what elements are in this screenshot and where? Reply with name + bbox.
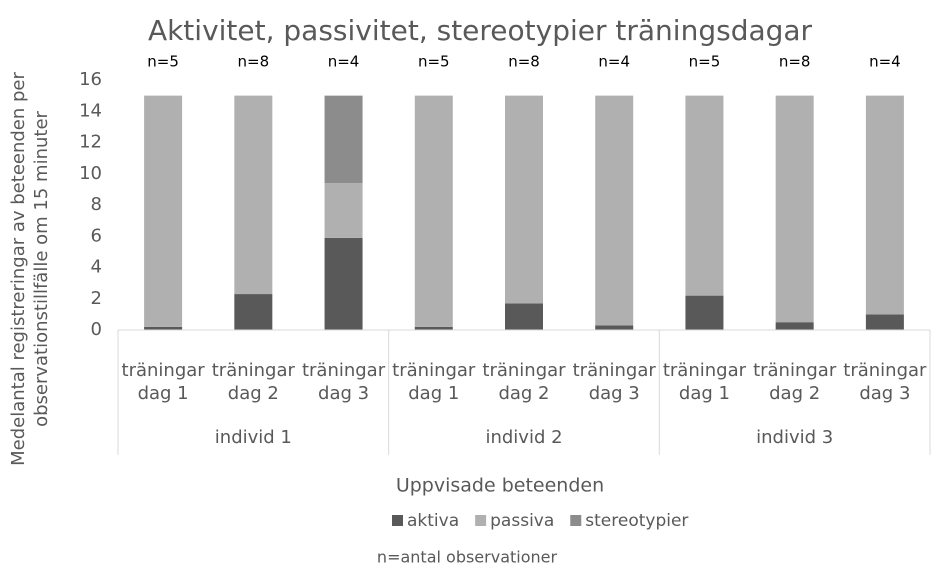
x-tick-label: träningar dag 3 (843, 360, 927, 404)
x-tick-label: träningar dag 3 (301, 360, 386, 404)
legend-swatch (475, 515, 487, 526)
y-tick-label: 12 (79, 132, 102, 153)
footnote: n=antal observationer (377, 548, 558, 567)
legend-label: aktiva (407, 511, 459, 531)
x-tick-label: träningar dag 2 (211, 360, 295, 404)
bar-label: n=5 (689, 53, 721, 71)
bar-label: n=4 (869, 53, 901, 71)
x-tick-label: träningar dag 1 (392, 360, 476, 404)
bar-segment (144, 95, 183, 327)
bar-label: n=8 (508, 53, 540, 71)
y-tick-label: 10 (79, 163, 102, 184)
bar-segment (144, 326, 183, 330)
legend-swatch (392, 515, 403, 526)
x-tick-label: träningar dag 3 (572, 360, 656, 404)
x-tick-label: träningar dag 2 (482, 360, 566, 404)
y-tick-label: 6 (91, 225, 102, 246)
x-axis-title: Uppvisade beteenden (396, 475, 604, 497)
bar-segment (234, 294, 273, 330)
bar-segment (865, 314, 904, 330)
bar-segment (685, 95, 724, 296)
bar-label: n=4 (328, 53, 360, 71)
y-tick-label: 0 (91, 319, 102, 340)
bar-segment (324, 183, 363, 238)
bar-segment (595, 95, 634, 326)
y-tick-label: 16 (79, 69, 102, 90)
group-label: individ 3 (756, 427, 833, 448)
bar-segment (685, 295, 724, 330)
chart-title: Aktivitet, passivitet, stereotypier trän… (148, 14, 813, 47)
x-tick-label: träningar dag 1 (662, 360, 747, 404)
y-tick-label: 14 (79, 100, 102, 121)
bar-segment (324, 95, 363, 184)
bar-segment (414, 95, 453, 327)
bar-segment (865, 95, 904, 315)
bar-segment (775, 322, 814, 330)
bar-segment (414, 326, 453, 330)
bar-segment (775, 95, 814, 323)
y-axis-title: Medelantal registreringar av beteenden p… (8, 72, 52, 466)
bar-label: n=5 (418, 53, 450, 71)
bar-label: n=4 (598, 53, 630, 71)
x-tick-label: träningar dag 1 (121, 360, 205, 404)
legend-label: passiva (490, 511, 554, 531)
y-tick-label: 2 (91, 288, 102, 309)
y-tick-label: 8 (91, 194, 102, 215)
bar-segment (505, 95, 543, 304)
bar-segment (324, 237, 363, 330)
bar-segment (595, 325, 634, 330)
x-tick-label: träningar dag 2 (753, 360, 837, 404)
group-label: individ 1 (215, 427, 292, 448)
bar-segment (505, 303, 543, 330)
group-label: individ 2 (485, 427, 562, 448)
bar-label: n=8 (779, 53, 811, 71)
y-tick-label: 4 (91, 257, 102, 278)
legend-swatch (570, 515, 582, 526)
bar-label: n=5 (147, 53, 179, 71)
bar-label: n=8 (238, 53, 270, 71)
legend-label: stereotypier (585, 511, 688, 531)
bar-segment (234, 95, 273, 295)
